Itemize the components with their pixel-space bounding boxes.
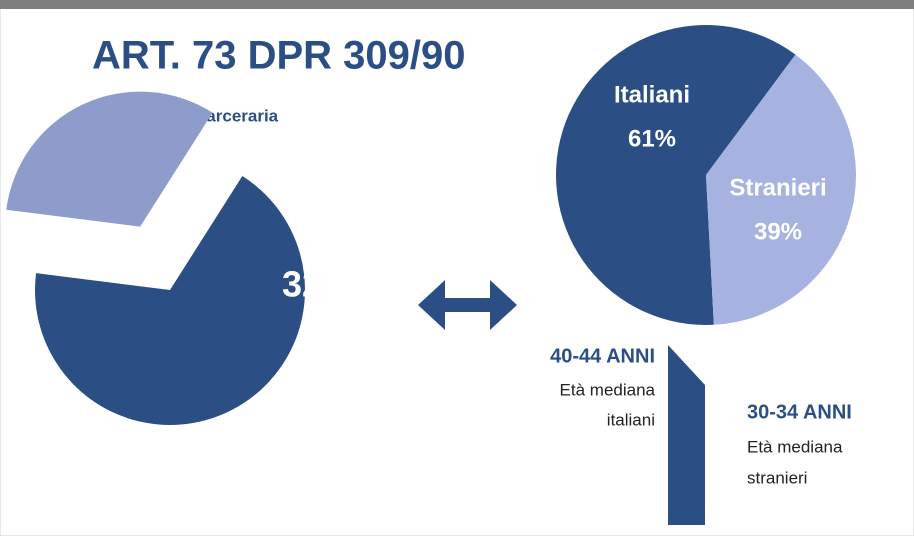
pie-slice [6, 91, 213, 227]
annotation-text: italiani [607, 410, 655, 429]
slice-label: Italiani [614, 81, 690, 108]
annotation-label: 40-44 ANNI [550, 345, 655, 367]
top-bar [0, 0, 914, 9]
pie-slice [34, 176, 305, 426]
double-arrow [418, 280, 517, 330]
value-label: 61% [628, 125, 676, 152]
slide-title: ART. 73 DPR 309/90 [92, 34, 466, 78]
pie-slice [706, 54, 857, 325]
annotation-text: Età mediana [747, 437, 843, 456]
annotation-label: 30-34 ANNI [747, 401, 852, 423]
value-label: 32% [282, 264, 354, 305]
annotation-text: stranieri [747, 468, 807, 487]
annotation-text: Età mediana [560, 380, 656, 399]
age-shape [668, 345, 705, 525]
value-label: 39% [754, 218, 802, 245]
pie-slice [556, 24, 796, 326]
slice-label: Stranieri [729, 174, 826, 201]
